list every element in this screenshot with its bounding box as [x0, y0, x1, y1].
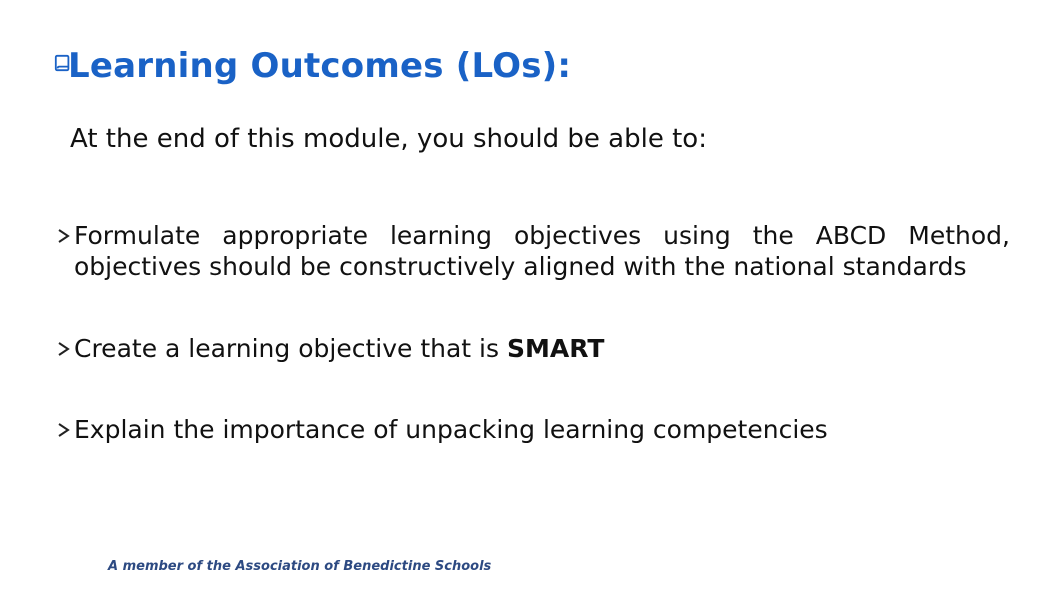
- bullet-list: Formulate appropriate learning objective…: [60, 220, 1010, 495]
- list-item: Formulate appropriate learning objective…: [60, 220, 1010, 283]
- intro-text: At the end of this module, you should be…: [70, 124, 707, 154]
- footer-text: A member of the Association of Benedicti…: [108, 559, 491, 574]
- list-item: Explain the importance of unpacking lear…: [60, 414, 1010, 445]
- list-item-text: Explain the importance of unpacking lear…: [74, 415, 828, 444]
- slide-title: Learning Outcomes (LOs):: [68, 46, 571, 86]
- list-item: Create a learning objective that is SMAR…: [60, 333, 1010, 364]
- chevron-right-icon: [56, 220, 72, 236]
- list-item-text: Formulate appropriate learning objective…: [74, 221, 1010, 281]
- chevron-right-icon: [56, 333, 72, 349]
- book-outline-icon: [54, 54, 72, 72]
- slide: Learning Outcomes (LOs): At the end of t…: [0, 0, 1062, 598]
- title-row: Learning Outcomes (LOs):: [54, 46, 571, 86]
- list-item-text: Create a learning objective that is SMAR…: [74, 334, 604, 363]
- chevron-right-icon: [56, 414, 72, 430]
